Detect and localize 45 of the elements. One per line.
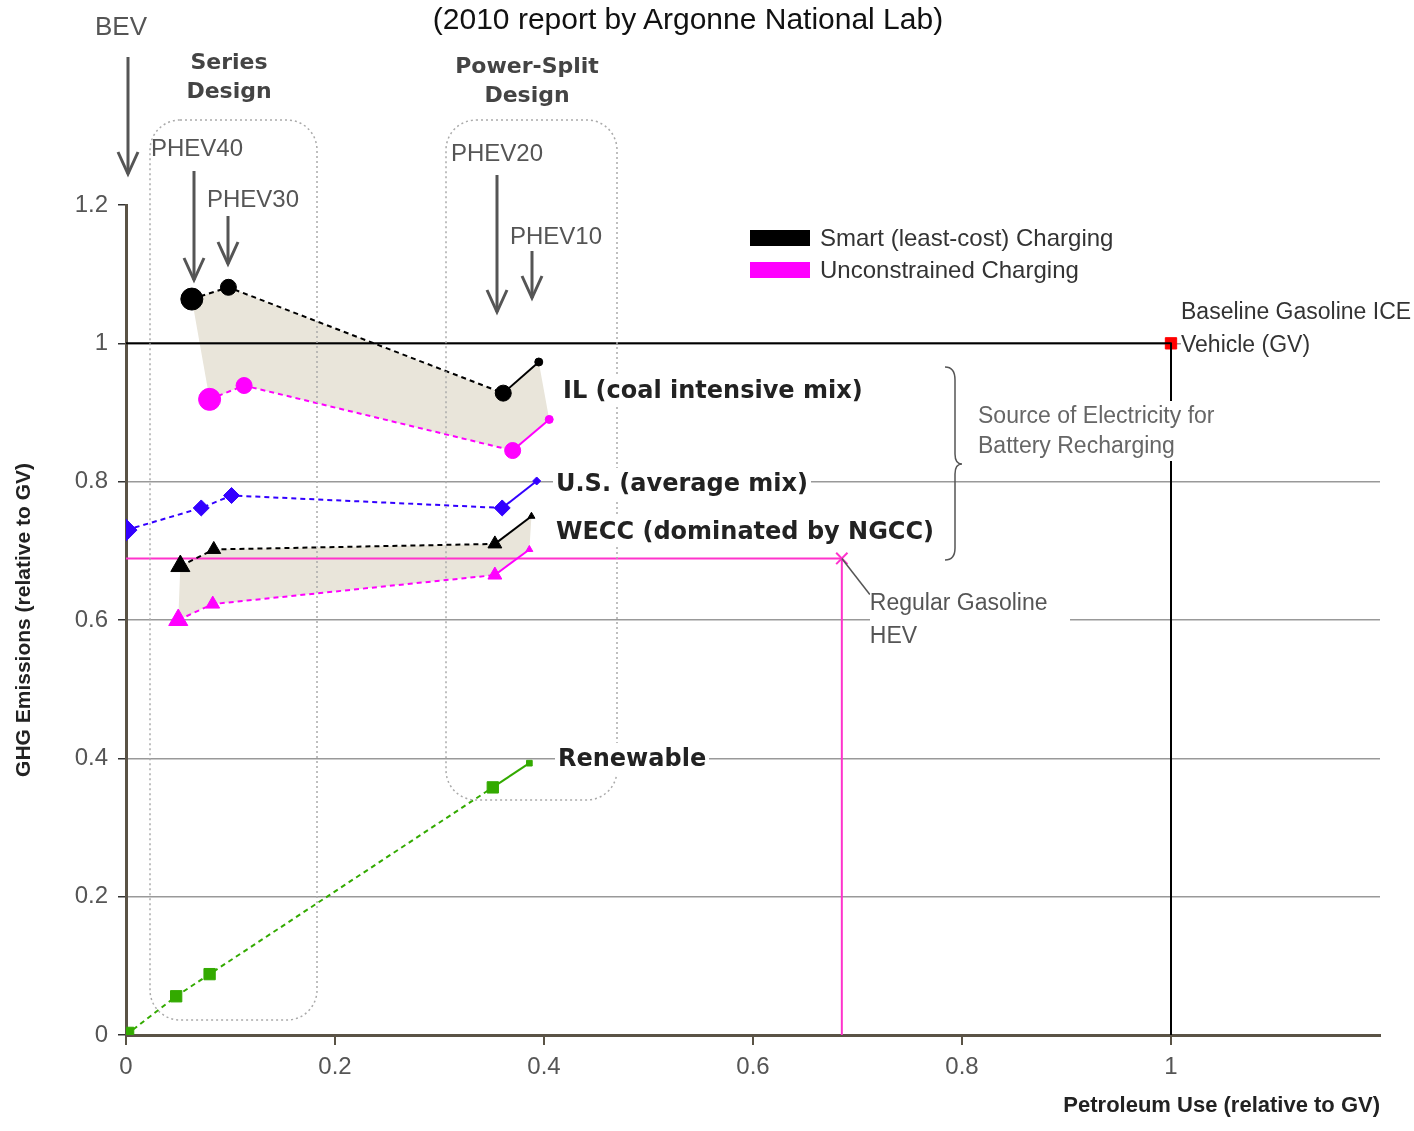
annotation: WECC (dominated by NGCC) — [553, 516, 938, 548]
x-tick-label: 0.2 — [318, 1052, 352, 1080]
y-tick-label: 0 — [94, 1019, 108, 1047]
x-tick-label: 1 — [1164, 1052, 1178, 1080]
point — [192, 499, 210, 517]
y-tick-label: 0.4 — [74, 742, 108, 770]
annotation: Regular Gasoline HEV — [869, 586, 1070, 651]
point — [170, 990, 183, 1003]
y-tick-label: 1.2 — [74, 189, 108, 217]
y-tick-label: 1 — [94, 327, 108, 355]
point — [223, 487, 241, 504]
point — [493, 499, 511, 517]
annotation: Baseline Gasoline ICE Vehicle (GV) — [1181, 295, 1413, 360]
y-tick-label: 0.8 — [74, 466, 108, 494]
x-tick-label: 0.6 — [736, 1052, 770, 1080]
legend-label: Smart (least-cost) Charging — [820, 224, 1114, 252]
point — [205, 595, 221, 609]
x-tick-label: 0.4 — [527, 1052, 561, 1080]
annotation: PHEV10 — [510, 221, 604, 251]
annotation: U.S. (average mix) — [553, 468, 811, 500]
text: Series Design — [185, 48, 273, 105]
annotation: PHEV30 — [207, 184, 301, 214]
annotation: Source of Electricity for Battery Recharging — [975, 401, 1243, 461]
y-tick-label: 0.6 — [74, 604, 108, 632]
y-tick-label: 0.2 — [74, 881, 108, 909]
annotation: IL (coal intensive mix) — [560, 375, 866, 407]
x-tick-label: 0 — [119, 1052, 133, 1080]
point — [219, 278, 237, 296]
point — [504, 442, 522, 460]
legend-label: Unconstrained Charging — [820, 256, 1079, 284]
text: BEV — [95, 10, 149, 43]
x-tick-label: 0.8 — [945, 1052, 979, 1080]
point — [487, 566, 503, 580]
text: Power-Split Design — [454, 52, 600, 109]
point — [203, 967, 216, 981]
point — [494, 384, 512, 402]
text: PHEV20 — [451, 138, 545, 168]
annotation: Renewable — [555, 743, 710, 775]
x-axis-title: Petroleum Use (relative to GV) — [1063, 1091, 1380, 1117]
point — [835, 551, 849, 566]
chart-title: (2010 report by Argonne National Lab) — [432, 2, 944, 35]
point — [486, 781, 499, 794]
y-axis-title: GHG Emissions (relative to GV) — [11, 463, 35, 777]
text: PHEV40 — [151, 133, 245, 163]
point — [235, 377, 253, 395]
